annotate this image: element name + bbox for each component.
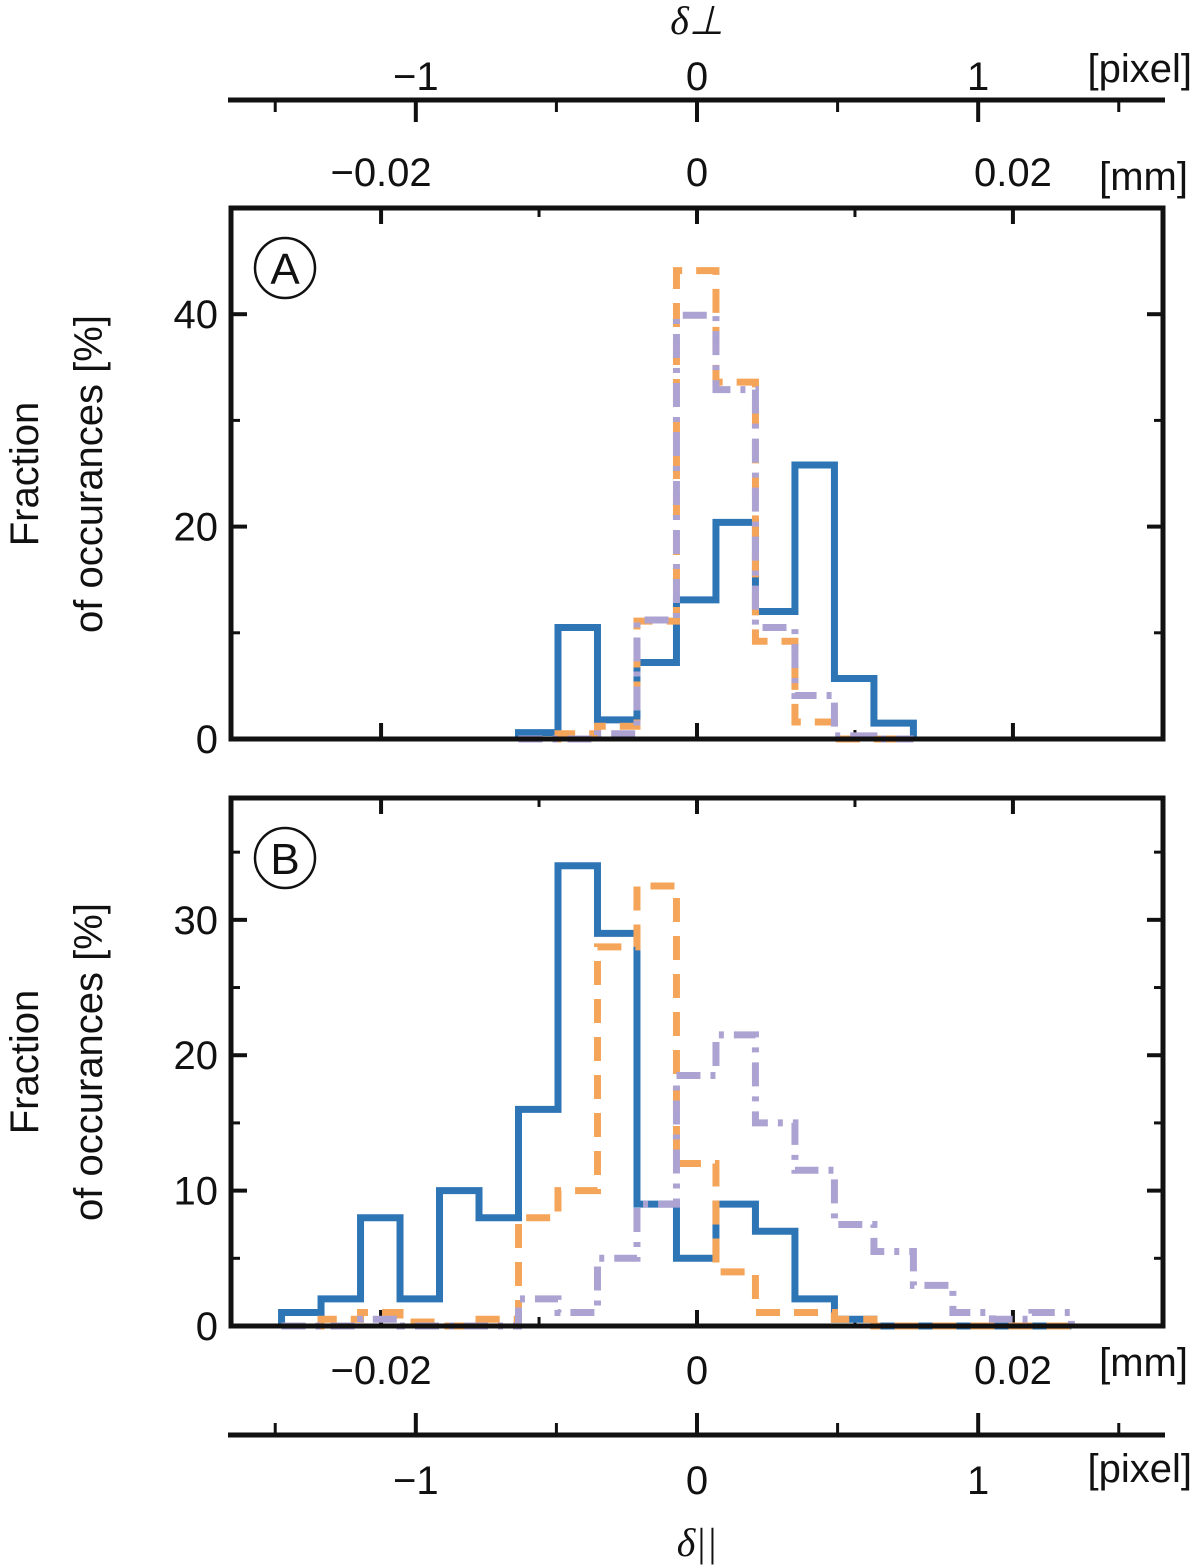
panel-a-series-blue bbox=[514, 461, 917, 739]
panel-b-xtick-label: 0.02 bbox=[974, 1349, 1052, 1393]
bottom-pixel-axis: −1 0 1 [pixel] δ|| bbox=[228, 1413, 1192, 1565]
panel-b-xtick-label: −0.02 bbox=[330, 1349, 431, 1393]
panel-a-letter-text: A bbox=[270, 245, 300, 294]
panel-b-ytick-label: 30 bbox=[174, 899, 219, 943]
top-pixel-unit: [pixel] bbox=[1088, 47, 1193, 91]
panel-b-series-orange bbox=[281, 882, 1072, 1330]
panel-a: [mm] 0 20 40 −0.02 0 0.02 A Fraction of occur… bbox=[3, 151, 1188, 762]
panel-a-xtick-label: −0.02 bbox=[330, 151, 431, 195]
panel-b-frame bbox=[228, 795, 1166, 1329]
panel-b-mm-unit: [mm] bbox=[1099, 1341, 1188, 1385]
pixel-axis-tick-label: −1 bbox=[393, 55, 439, 99]
panel-b-letter-circle bbox=[253, 826, 317, 890]
pixel-axis-tick-label: 1 bbox=[967, 55, 989, 99]
panel-a-ytick-label: 20 bbox=[174, 506, 219, 550]
panel-a-xtick-label: 0.02 bbox=[974, 151, 1052, 195]
panel-a-xtick-label: 0 bbox=[686, 151, 708, 195]
panel-b: 0 10 20 30 −0.02 0 0.02 B Fraction of occuranc… bbox=[3, 795, 1188, 1393]
panel-b-ytick-label: 0 bbox=[196, 1305, 218, 1349]
pixel-axis-tick-label: 0 bbox=[686, 55, 708, 99]
panel-b-letter: B bbox=[253, 826, 317, 890]
panel-a-mm-unit: [mm] bbox=[1099, 155, 1188, 199]
panel-a-series-purple bbox=[518, 311, 914, 743]
panel-a-ytick-label: 40 bbox=[174, 293, 219, 337]
top-pixel-axis: δ⊥ [pixel] −1 0 1 bbox=[228, 0, 1192, 122]
panel-a-letter: A bbox=[253, 236, 317, 300]
panel-b-ylabel-line2: of occurances [%] bbox=[67, 903, 111, 1221]
pixel-axis-tick-label: 0 bbox=[686, 1459, 708, 1503]
panel-b-series-purple bbox=[281, 1031, 1075, 1330]
panel-b-xtick-label: 0 bbox=[686, 1349, 708, 1393]
pixel-axis-tick-label: −1 bbox=[393, 1459, 439, 1503]
top-axis-title: δ⊥ bbox=[670, 0, 723, 43]
panel-b-ytick-label: 20 bbox=[174, 1034, 219, 1078]
panel-a-frame bbox=[228, 205, 1166, 742]
panel-b-ylabel-line1: Fraction bbox=[3, 990, 47, 1135]
bottom-pixel-unit: [pixel] bbox=[1088, 1447, 1193, 1491]
panel-a-ylabel-line2: of occurances [%] bbox=[67, 315, 111, 633]
panel-b-letter-text: B bbox=[270, 835, 299, 884]
panel-b-ytick-label: 10 bbox=[174, 1170, 219, 1214]
panel-a-ytick-label: 0 bbox=[196, 718, 218, 762]
panel-a-letter-circle bbox=[253, 236, 317, 300]
panel-a-ylabel-line1: Fraction bbox=[3, 402, 47, 547]
bottom-axis-title: δ|| bbox=[677, 1520, 718, 1565]
pixel-axis-tick-label: 1 bbox=[967, 1459, 989, 1503]
